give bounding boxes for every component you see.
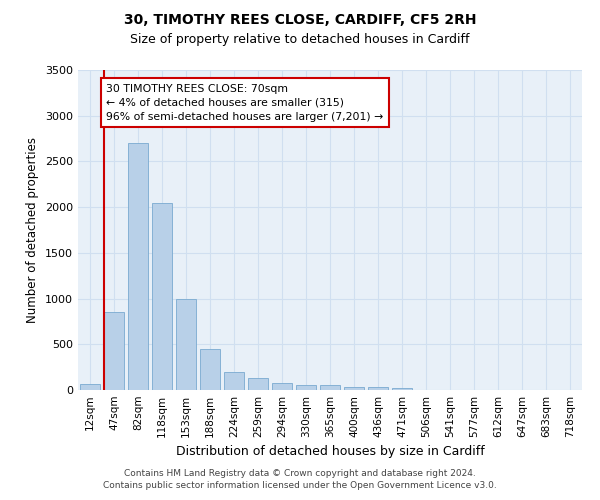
Y-axis label: Number of detached properties: Number of detached properties bbox=[26, 137, 40, 323]
Text: Size of property relative to detached houses in Cardiff: Size of property relative to detached ho… bbox=[130, 32, 470, 46]
Text: Contains public sector information licensed under the Open Government Licence v3: Contains public sector information licen… bbox=[103, 481, 497, 490]
Text: 30 TIMOTHY REES CLOSE: 70sqm
← 4% of detached houses are smaller (315)
96% of se: 30 TIMOTHY REES CLOSE: 70sqm ← 4% of det… bbox=[106, 84, 383, 122]
Bar bbox=[320, 385, 340, 390]
Bar bbox=[296, 385, 316, 390]
Text: Contains HM Land Registry data © Crown copyright and database right 2024.: Contains HM Land Registry data © Crown c… bbox=[124, 468, 476, 477]
Bar bbox=[80, 384, 100, 390]
Bar bbox=[392, 388, 412, 390]
Bar bbox=[368, 388, 388, 390]
Bar bbox=[248, 378, 268, 390]
X-axis label: Distribution of detached houses by size in Cardiff: Distribution of detached houses by size … bbox=[176, 446, 484, 458]
Bar bbox=[200, 349, 220, 390]
Bar bbox=[344, 387, 364, 390]
Bar bbox=[104, 312, 124, 390]
Bar bbox=[224, 372, 244, 390]
Bar bbox=[128, 143, 148, 390]
Bar bbox=[272, 383, 292, 390]
Bar bbox=[152, 202, 172, 390]
Text: 30, TIMOTHY REES CLOSE, CARDIFF, CF5 2RH: 30, TIMOTHY REES CLOSE, CARDIFF, CF5 2RH bbox=[124, 12, 476, 26]
Bar bbox=[176, 298, 196, 390]
